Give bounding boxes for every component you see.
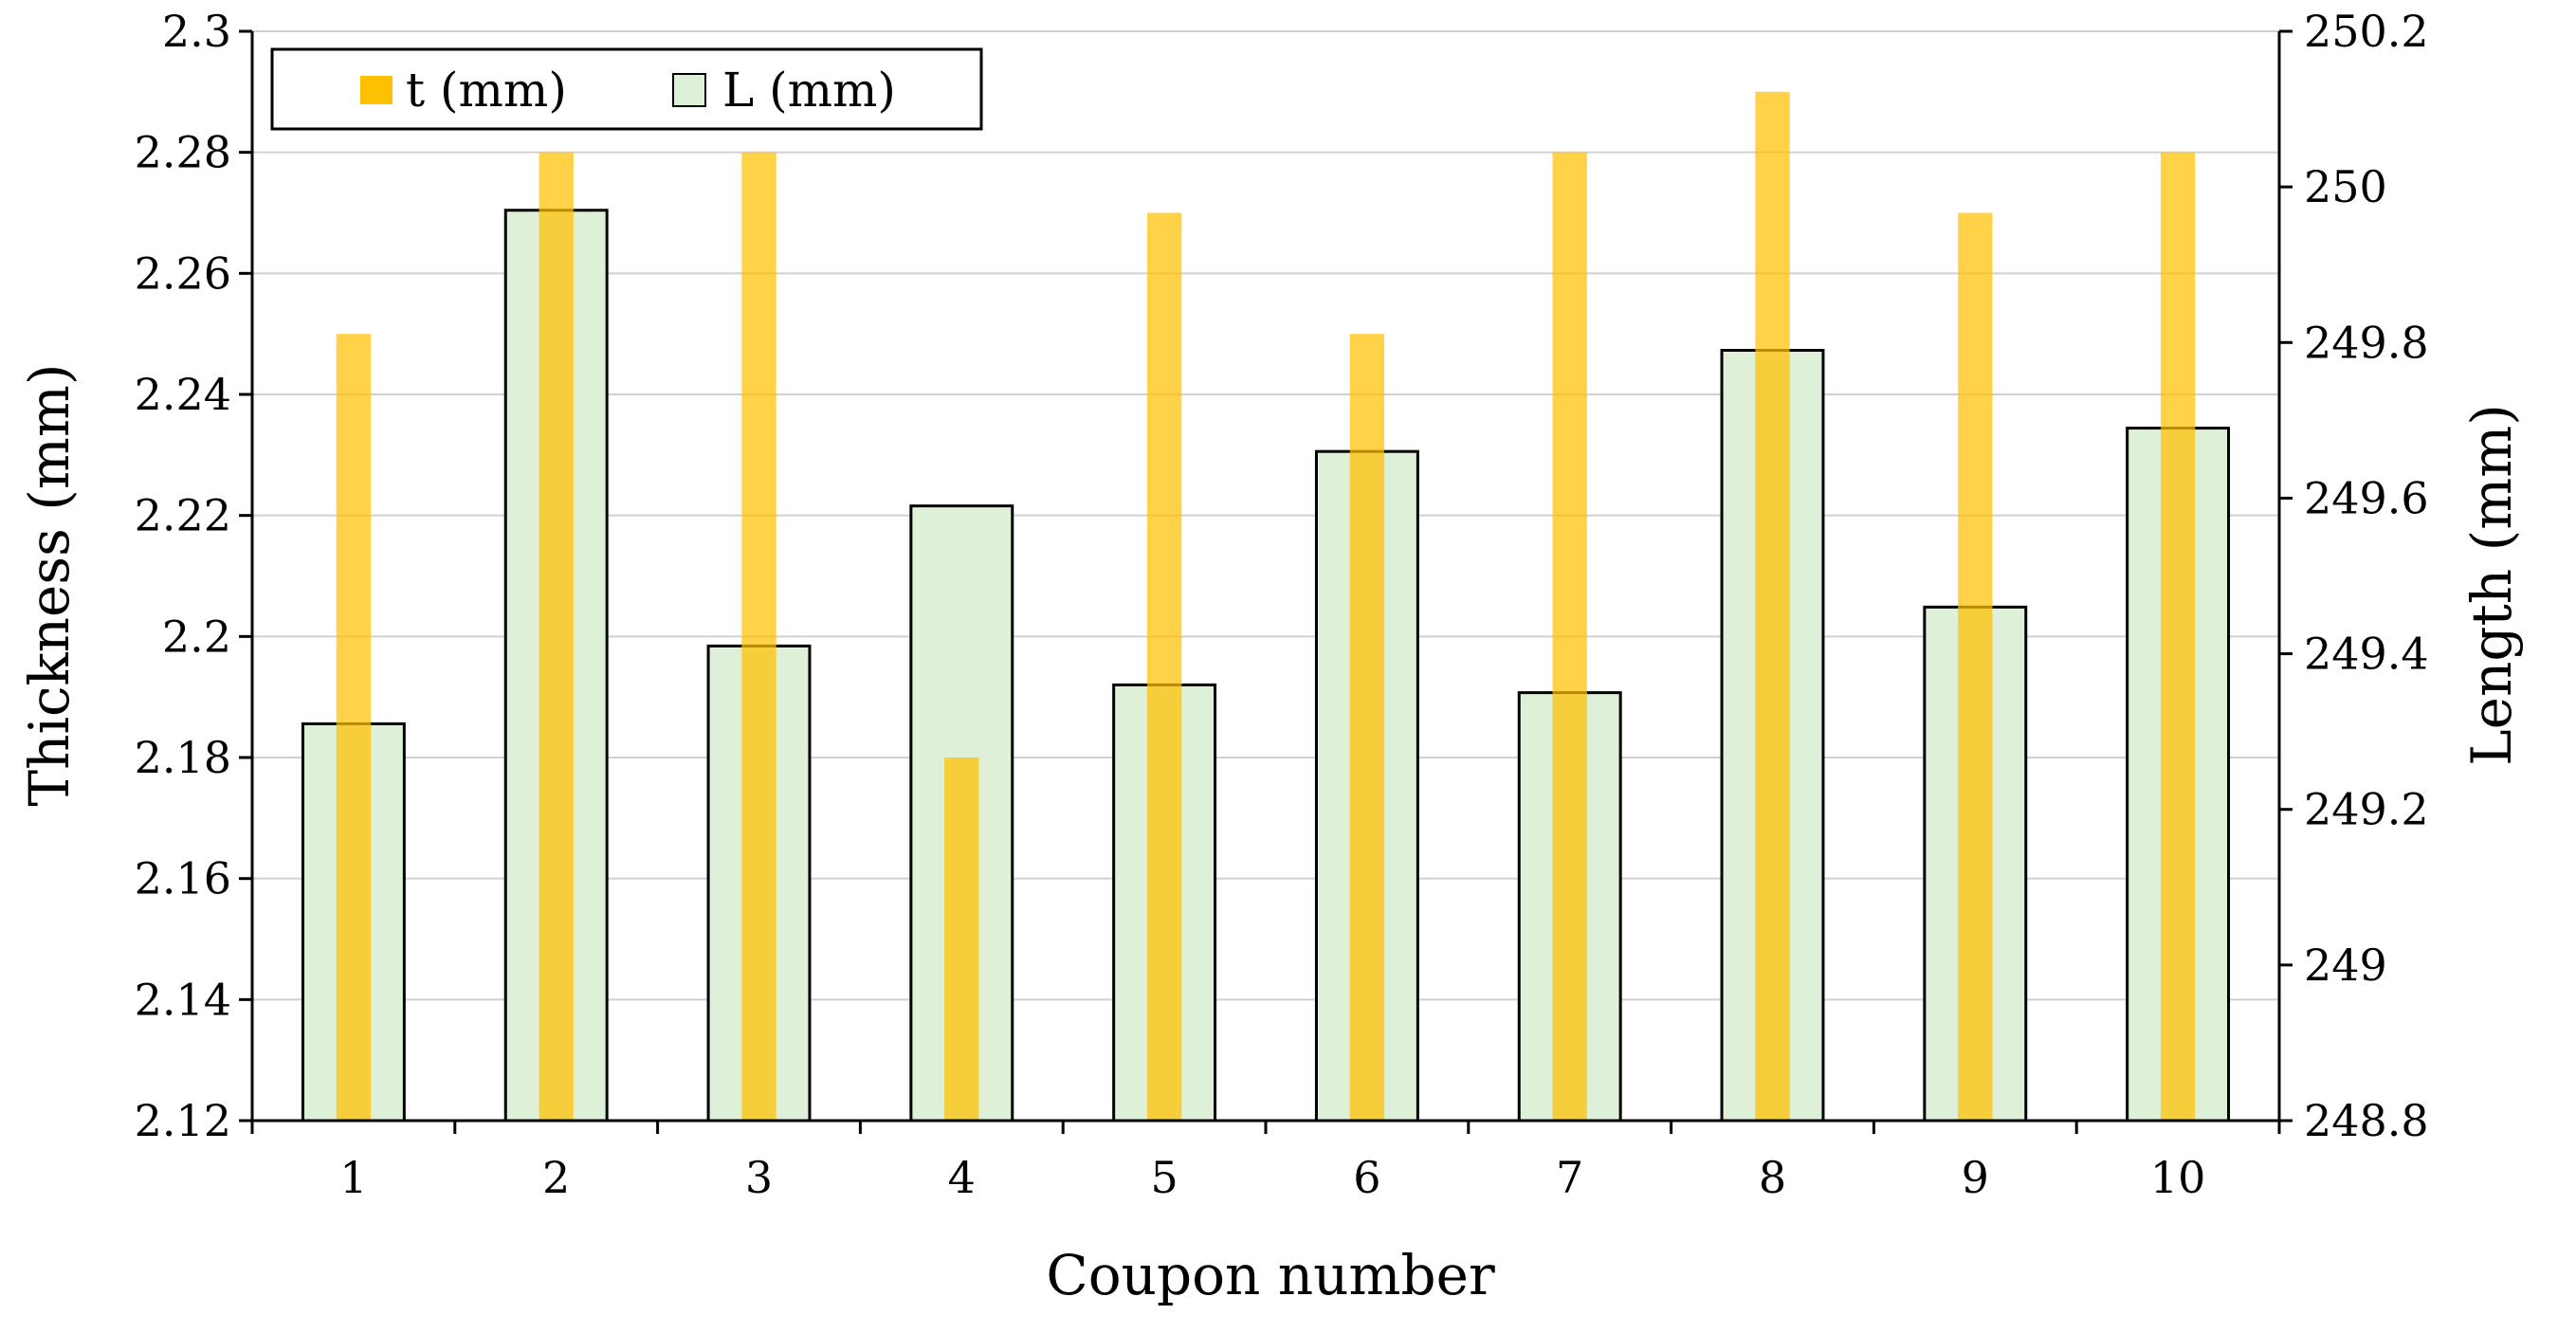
bar-thickness	[2160, 152, 2196, 1121]
right-axis-ticks: 248.8 249 249.2 249.4 249.6 249.8 250 250.2	[2279, 6, 2429, 1146]
right-tick-label: 249.2	[2304, 784, 2429, 835]
x-tick-label: 2	[542, 1152, 570, 1203]
x-tick-label: 6	[1353, 1152, 1380, 1203]
right-tick-label: 250	[2304, 161, 2387, 212]
x-tick-label: 3	[745, 1152, 773, 1203]
x-axis-ticks: 1 2 3 4 5 6 7 8 9 10	[250, 1121, 2281, 1203]
bar-thickness	[1349, 334, 1385, 1122]
x-tick-label: 9	[1962, 1152, 1989, 1203]
bar-thickness	[1146, 212, 1182, 1121]
bar-thickness	[944, 758, 979, 1121]
bar-thickness	[1552, 152, 1587, 1121]
plot-area	[301, 91, 2231, 1123]
x-tick-label: 7	[1556, 1152, 1583, 1203]
left-tick-label: 2.26	[135, 247, 231, 299]
bar-thickness	[741, 152, 776, 1121]
left-axis-title: Thickness (mm)	[17, 363, 82, 806]
right-axis-title: Length (mm)	[2459, 404, 2524, 766]
left-tick-label: 2.12	[135, 1095, 231, 1146]
right-tick-label: 249.6	[2304, 472, 2429, 523]
x-tick-label: 5	[1150, 1152, 1178, 1203]
left-tick-label: 2.28	[135, 127, 231, 178]
bar-thickness	[1755, 91, 1790, 1121]
right-tick-label: 250.2	[2304, 6, 2429, 57]
x-axis-title: Coupon number	[1046, 1243, 1495, 1307]
x-tick-label: 10	[2150, 1152, 2206, 1203]
bar-thickness	[539, 152, 574, 1121]
right-tick-label: 248.8	[2304, 1095, 2429, 1146]
legend-swatch-l	[672, 73, 706, 107]
bar-thickness	[336, 334, 372, 1122]
x-tick-label: 8	[1759, 1152, 1786, 1203]
legend-label-t: t (mm)	[406, 63, 567, 118]
bar-thickness	[1958, 212, 1993, 1121]
left-tick-label: 2.16	[135, 853, 231, 904]
left-tick-label: 2.24	[135, 369, 231, 420]
legend-label-l: L (mm)	[722, 63, 896, 118]
right-tick-label: 249.8	[2304, 317, 2429, 368]
left-tick-label: 2.14	[135, 974, 231, 1025]
left-tick-label: 2.22	[135, 490, 231, 541]
right-tick-label: 249.4	[2304, 629, 2429, 680]
legend: t (mm) L (mm)	[270, 47, 983, 131]
right-tick-label: 249	[2304, 940, 2387, 991]
x-tick-label: 1	[339, 1152, 367, 1203]
left-axis-ticks: 2.12 2.14 2.16 2.18 2.2 2.22 2.24 2.26 2.28 2.3	[135, 6, 252, 1146]
x-tick-label: 4	[948, 1152, 976, 1203]
legend-swatch-t	[360, 76, 393, 104]
left-tick-label: 2.3	[162, 6, 231, 57]
left-tick-label: 2.2	[162, 611, 231, 662]
left-tick-label: 2.18	[135, 732, 231, 783]
